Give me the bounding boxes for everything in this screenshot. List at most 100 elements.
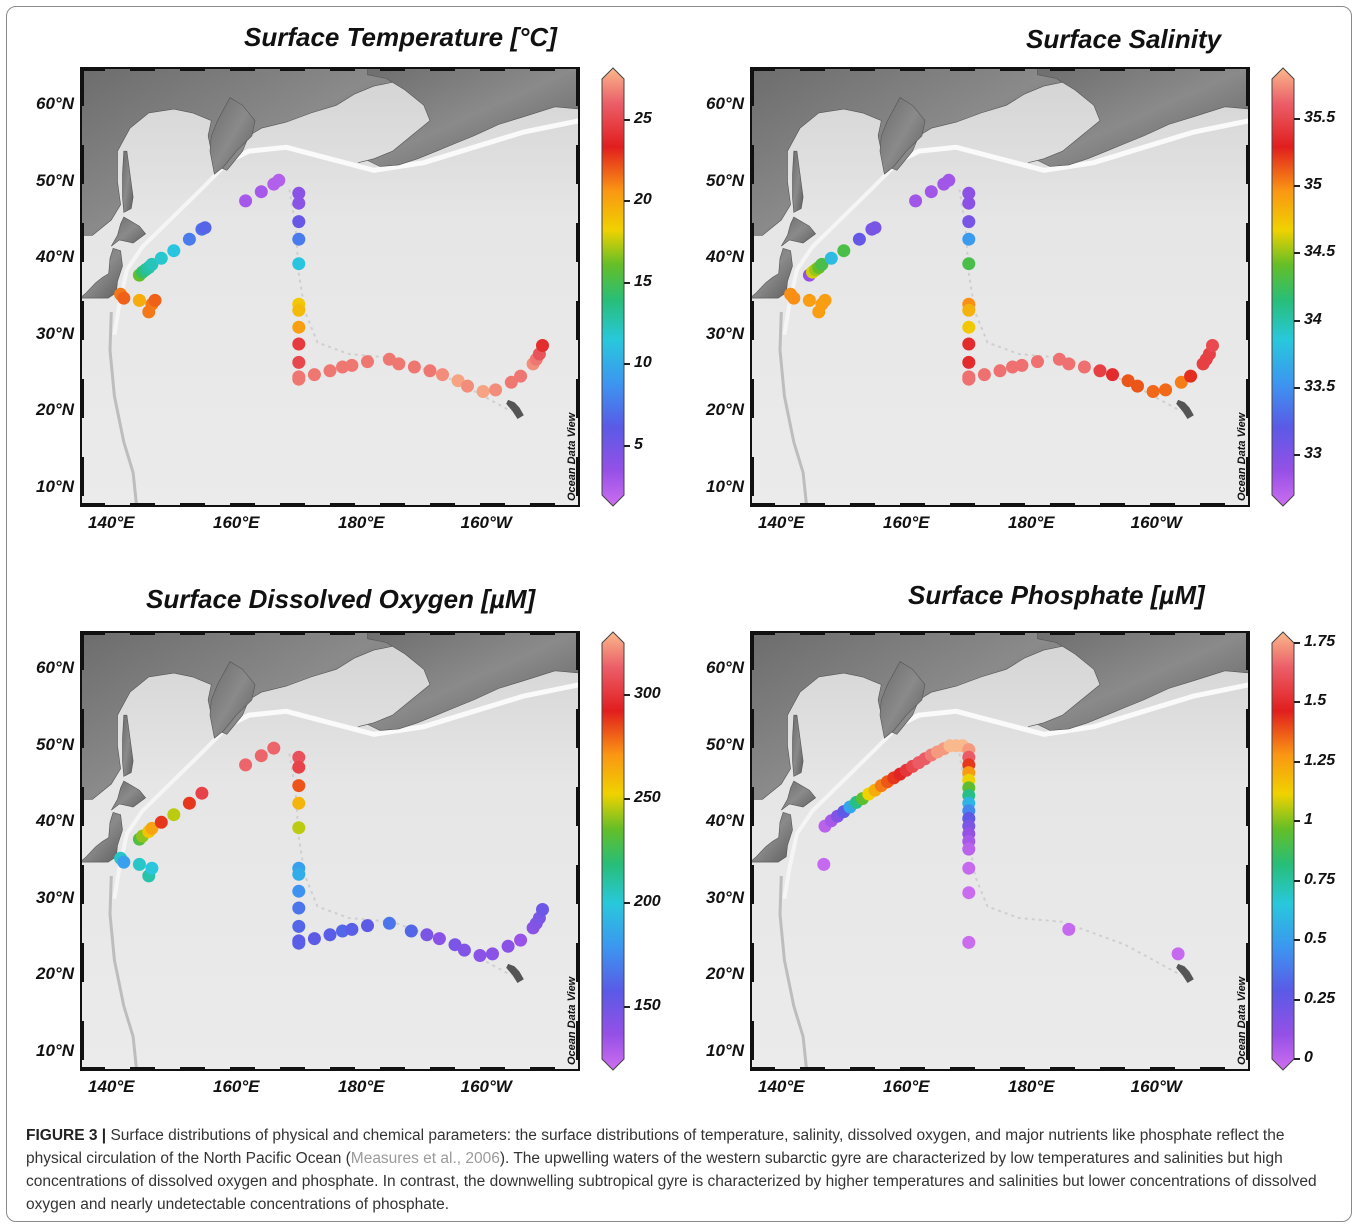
station-point [993, 364, 1007, 378]
colorbar-tick-mark [624, 200, 630, 203]
station-point [504, 375, 518, 389]
station-point [117, 291, 131, 305]
emperor-seamounts [288, 189, 512, 413]
station-point [254, 185, 268, 199]
lon-label: 180°E [337, 513, 385, 532]
japan-honshu [80, 248, 123, 299]
station-point [132, 857, 146, 871]
colorbar-tick-label: 150 [634, 997, 661, 1014]
lat-label: 40°N [36, 811, 74, 831]
lat-label: 50°N [36, 734, 74, 754]
station-point [1206, 339, 1219, 352]
station-point [924, 185, 938, 199]
station-point [292, 355, 306, 369]
station-point [432, 932, 446, 946]
panel-surface-dissolved-oxygen: Surface Dissolved Oxygen [µM] 60°N 50°N 40… [8, 576, 678, 1106]
colorbar-tick-mark [1294, 453, 1300, 456]
lon-label: 160°W [1130, 513, 1182, 532]
station-point [198, 221, 212, 235]
station-point [457, 943, 471, 957]
izu-bonin-ridge [778, 875, 808, 1068]
panel-title: Surface Salinity [1026, 24, 1222, 54]
station-point [1174, 375, 1188, 389]
station-point [145, 861, 159, 875]
kamchatka-peninsula [209, 97, 256, 175]
emperor-seamounts [958, 753, 1182, 977]
alaska-landmass [358, 631, 580, 731]
lon-label: 140°E [757, 513, 805, 532]
izu-bonin-ridge [108, 875, 138, 1068]
map-area [80, 67, 580, 507]
station-point [1106, 368, 1119, 382]
station-point [962, 320, 976, 334]
station-point [420, 928, 434, 942]
colorbar-tick-mark [624, 902, 630, 904]
station-point [909, 194, 923, 208]
figure-caption: FIGURE 3 | Surface distributions of phys… [26, 1124, 1334, 1216]
colorbar-gradient [601, 631, 625, 1071]
station-point [501, 939, 515, 953]
station-point [1159, 383, 1173, 397]
station-point [1131, 379, 1144, 393]
colorbar-tick-label: 1.5 [1304, 692, 1327, 710]
hokkaido-island [111, 216, 147, 247]
lat-label: 60°N [706, 658, 744, 678]
colorbar-tick-mark [1294, 185, 1300, 188]
station-point [815, 257, 829, 271]
colorbar-tick-mark [1294, 701, 1300, 704]
station-points [784, 173, 1219, 398]
station-point [824, 251, 838, 265]
station-point [361, 355, 374, 369]
station-point [361, 919, 374, 933]
station-point [817, 857, 831, 871]
station-point [292, 303, 306, 317]
colorbar-tick-mark [1294, 820, 1300, 823]
colorbar-tick-label: 0.25 [1304, 989, 1336, 1007]
station-point [1184, 369, 1198, 383]
station-point [195, 786, 209, 800]
station-point [148, 293, 162, 307]
kuril-trench [112, 729, 226, 900]
station-point [292, 796, 306, 810]
colorbar-gradient [1271, 67, 1295, 507]
station-point [1062, 357, 1076, 371]
station-point [292, 372, 306, 386]
ocean-background [80, 631, 580, 1071]
colorbar [1271, 631, 1295, 1071]
station-point [239, 194, 253, 208]
map-svg [750, 67, 1250, 507]
station-point [292, 186, 306, 200]
ocean-data-view-watermark: Ocean Data View [1236, 412, 1248, 501]
station-point [962, 355, 976, 369]
hawaii-islands [506, 399, 524, 419]
sakhalin-island [122, 714, 134, 777]
station-point [536, 339, 549, 352]
station-point [292, 821, 306, 835]
colorbar-tick-label: 33.5 [1304, 377, 1336, 395]
japan-honshu [750, 812, 793, 863]
station-point [292, 196, 306, 210]
panel-title: Surface Temperature [°C] [244, 22, 557, 52]
ocean-background [750, 631, 1250, 1071]
lat-label: 20°N [36, 400, 74, 420]
colorbar-tick-mark [1294, 1058, 1300, 1060]
caption-citation-link[interactable]: Measures et al., 2006 [350, 1150, 500, 1167]
station-point [461, 379, 474, 393]
map-svg [80, 631, 580, 1071]
alaska-landmass [358, 67, 580, 167]
lon-label: 160°E [212, 513, 260, 532]
station-point [182, 232, 196, 246]
lat-label: 10°N [36, 476, 74, 496]
station-point [272, 173, 286, 187]
lat-label: 40°N [36, 247, 74, 267]
lat-label: 30°N [36, 887, 74, 907]
hokkaido-island [111, 780, 147, 811]
ocean-background [750, 67, 1250, 507]
colorbar-tick-mark [624, 694, 630, 696]
colorbar-tick-label: 15 [634, 272, 652, 290]
lat-label: 50°N [706, 170, 744, 190]
lon-label: 160°W [460, 513, 512, 532]
map-svg [80, 67, 580, 507]
emperor-seamounts [288, 753, 512, 977]
figure-frame [6, 6, 1352, 1222]
